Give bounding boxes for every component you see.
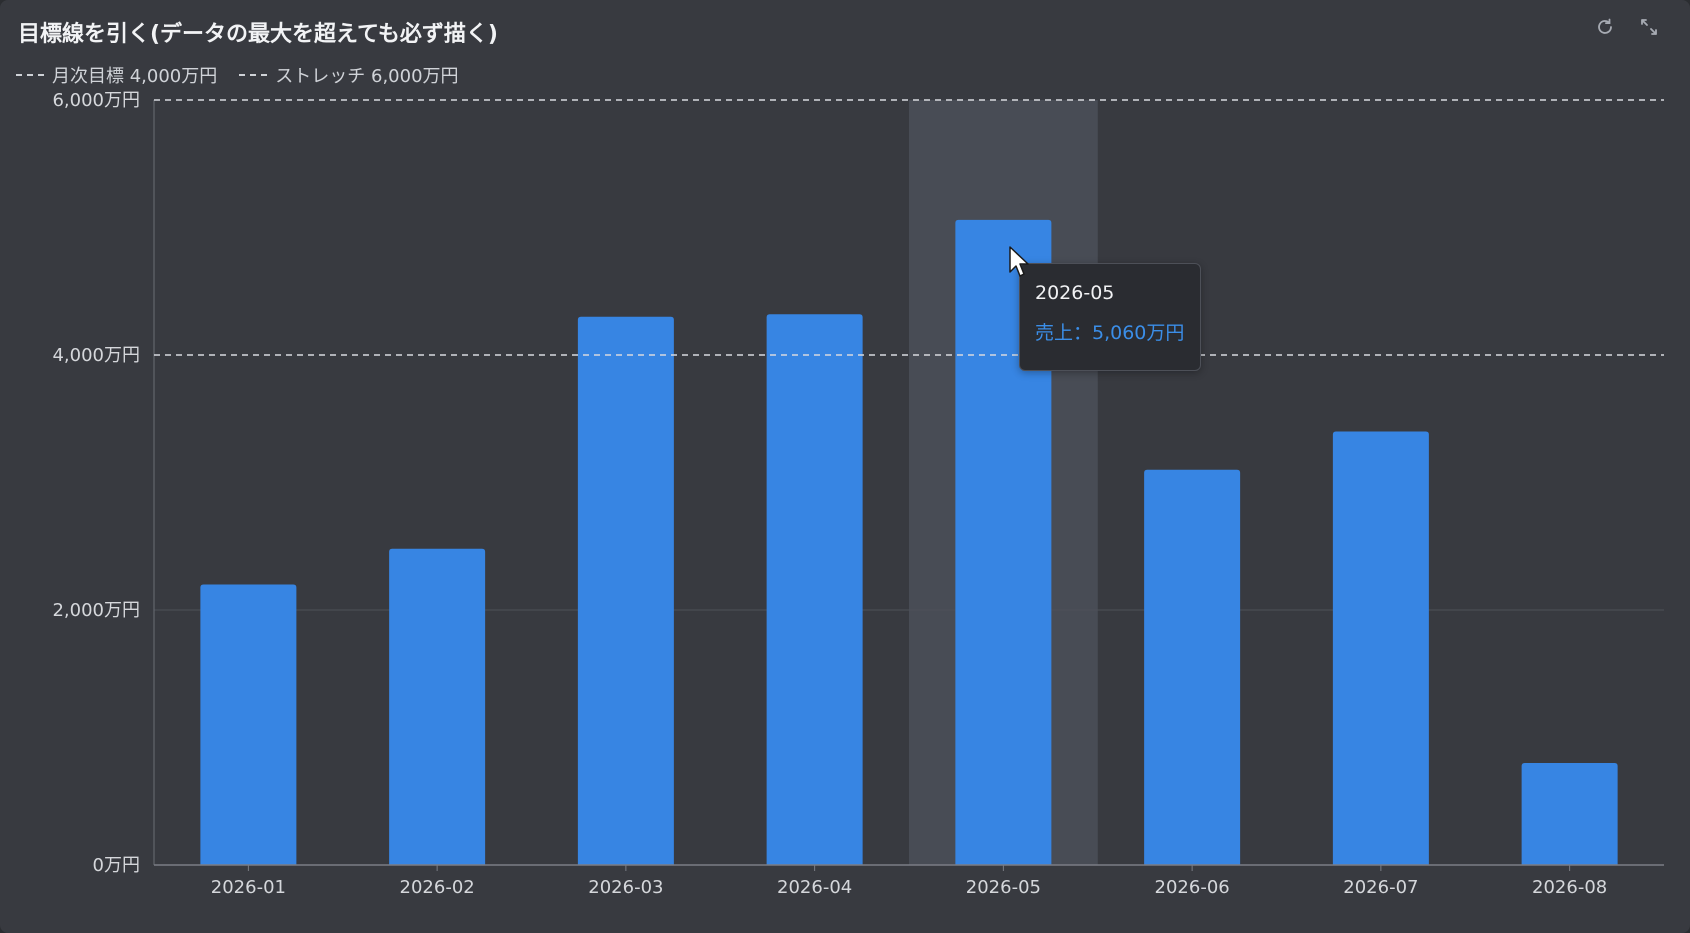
chart-toolbar bbox=[1592, 16, 1662, 42]
legend-label: 月次目標 4,000万円 bbox=[52, 66, 218, 87]
chart-title: 目標線を引く(データの最大を超えても必ず描く) bbox=[18, 22, 498, 47]
x-tick-label: 2026-01 bbox=[211, 877, 286, 898]
x-tick-label: 2026-06 bbox=[1155, 877, 1230, 898]
tooltip-title: 2026-05 bbox=[1035, 282, 1115, 304]
bar[interactable] bbox=[1521, 763, 1618, 865]
legend-item-monthly-target[interactable]: 月次目標 4,000万円 bbox=[16, 62, 217, 88]
expand-button[interactable] bbox=[1636, 16, 1662, 42]
refresh-icon bbox=[1595, 17, 1615, 41]
x-tick-label: 2026-08 bbox=[1532, 877, 1607, 898]
tooltip-value: 売上：5,060万円 bbox=[1035, 322, 1185, 344]
x-tick-label: 2026-05 bbox=[966, 877, 1041, 898]
refresh-button[interactable] bbox=[1592, 16, 1618, 42]
bar[interactable] bbox=[1144, 469, 1241, 865]
legend-item-stretch-target[interactable]: ストレッチ 6,000万円 bbox=[239, 62, 459, 88]
legend-label: ストレッチ 6,000万円 bbox=[275, 66, 459, 87]
legend-swatch-dashed bbox=[239, 74, 268, 76]
bar[interactable] bbox=[955, 219, 1052, 866]
x-tick-label: 2026-07 bbox=[1343, 877, 1418, 898]
x-tick-label: 2026-03 bbox=[588, 877, 663, 898]
chart-tooltip: 2026-05 売上：5,060万円 bbox=[1019, 263, 1201, 371]
y-tick-label: 4,000万円 bbox=[52, 345, 140, 366]
x-tick-label: 2026-04 bbox=[777, 877, 852, 898]
y-tick-label: 2,000万円 bbox=[52, 600, 140, 621]
expand-icon bbox=[1639, 17, 1659, 41]
y-tick-label: 6,000万円 bbox=[52, 90, 140, 111]
bar[interactable] bbox=[577, 316, 674, 865]
legend-swatch-dashed bbox=[16, 74, 44, 76]
bar[interactable] bbox=[766, 314, 863, 865]
bar[interactable] bbox=[389, 548, 486, 865]
y-tick-label: 0万円 bbox=[93, 855, 140, 876]
mouse-cursor-icon bbox=[1009, 246, 1029, 277]
bar[interactable] bbox=[1332, 431, 1429, 866]
bar[interactable] bbox=[200, 584, 297, 866]
x-tick-label: 2026-02 bbox=[400, 877, 475, 898]
chart-legend: 月次目標 4,000万円 ストレッチ 6,000万円 bbox=[16, 62, 459, 88]
